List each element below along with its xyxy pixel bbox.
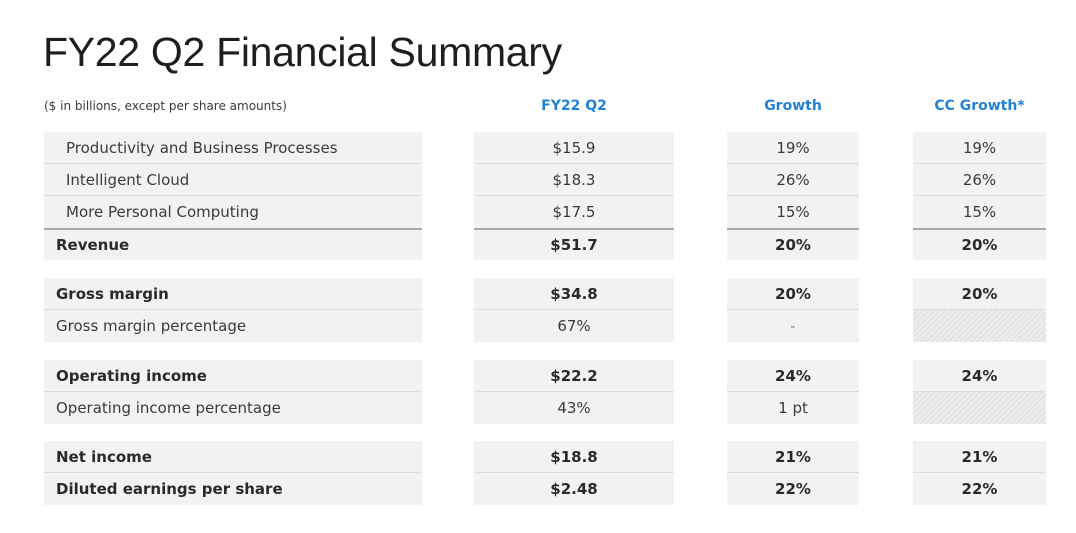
column-header-fy22-q2: FY22 Q2	[541, 98, 607, 114]
cell-fy22q2-revenue: $51.7	[474, 228, 674, 260]
cell-growth-operating-income-percentage: 1 pt	[727, 392, 859, 424]
cell-cc-growth-operating-income-percentage-hatched	[913, 392, 1046, 424]
cell-fy22q2-gross-margin-percentage: 67%	[474, 310, 674, 342]
cell-cc-growth-gross-margin-percentage-hatched	[913, 310, 1046, 342]
cell-growth-more-personal-computing: 15%	[727, 196, 859, 228]
cell-growth-operating-income: 24%	[727, 360, 859, 392]
page-title: FY22 Q2 Financial Summary	[43, 29, 562, 75]
cell-cc-growth-diluted-eps: 22%	[913, 473, 1046, 505]
row-label-gross-margin: Gross margin	[44, 278, 422, 310]
cell-growth-gross-margin: 20%	[727, 278, 859, 310]
row-label-net-income: Net income	[44, 441, 422, 473]
units-note: ($ in billions, except per share amounts…	[44, 99, 287, 113]
cell-cc-growth-net-income: 21%	[913, 441, 1046, 473]
column-header-cc-growth: CC Growth*	[934, 98, 1025, 114]
cell-cc-growth-revenue: 20%	[913, 228, 1046, 260]
cell-growth-intelligent-cloud: 26%	[727, 164, 859, 196]
cell-cc-growth-intelligent-cloud: 26%	[913, 164, 1046, 196]
cell-fy22q2-gross-margin: $34.8	[474, 278, 674, 310]
cell-fy22q2-more-personal-computing: $17.5	[474, 196, 674, 228]
row-label-gross-margin-percentage: Gross margin percentage	[44, 310, 422, 342]
cell-cc-growth-gross-margin: 20%	[913, 278, 1046, 310]
cell-fy22q2-operating-income: $22.2	[474, 360, 674, 392]
cell-growth-net-income: 21%	[727, 441, 859, 473]
cell-fy22q2-diluted-eps: $2.48	[474, 473, 674, 505]
cell-cc-growth-operating-income: 24%	[913, 360, 1046, 392]
cell-cc-growth-more-personal-computing: 15%	[913, 196, 1046, 228]
row-label-productivity: Productivity and Business Processes	[44, 132, 422, 164]
row-label-operating-income: Operating income	[44, 360, 422, 392]
row-label-revenue: Revenue	[44, 228, 422, 260]
cell-fy22q2-productivity: $15.9	[474, 132, 674, 164]
cell-growth-diluted-eps: 22%	[727, 473, 859, 505]
column-header-growth: Growth	[764, 98, 822, 114]
row-label-intelligent-cloud: Intelligent Cloud	[44, 164, 422, 196]
row-label-operating-income-percentage: Operating income percentage	[44, 392, 422, 424]
cell-growth-revenue: 20%	[727, 228, 859, 260]
cell-growth-productivity: 19%	[727, 132, 859, 164]
cell-fy22q2-intelligent-cloud: $18.3	[474, 164, 674, 196]
row-label-diluted-eps: Diluted earnings per share	[44, 473, 422, 505]
row-label-more-personal-computing: More Personal Computing	[44, 196, 422, 228]
cell-fy22q2-net-income: $18.8	[474, 441, 674, 473]
cell-cc-growth-productivity: 19%	[913, 132, 1046, 164]
cell-fy22q2-operating-income-percentage: 43%	[474, 392, 674, 424]
cell-growth-gross-margin-percentage: -	[727, 310, 859, 342]
